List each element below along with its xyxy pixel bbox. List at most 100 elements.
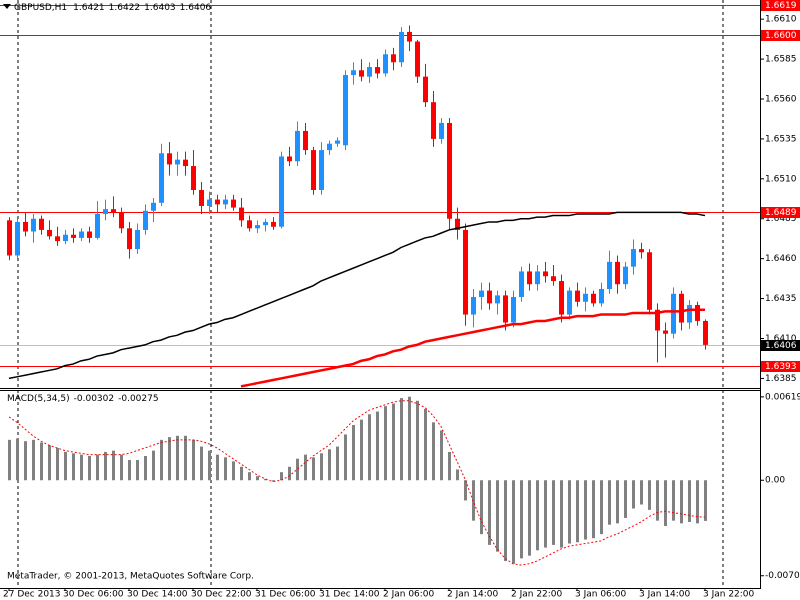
macd-bar xyxy=(680,480,683,524)
macd-bar xyxy=(520,480,523,559)
candle-body xyxy=(335,140,340,144)
candle-body xyxy=(231,199,236,208)
candle-body xyxy=(479,290,484,297)
candle-body xyxy=(351,70,356,76)
candle-body xyxy=(311,150,316,191)
y-tick-label: 1.6485 xyxy=(765,214,797,224)
symbol: GBPUSD,H1 xyxy=(14,3,67,13)
macd-bar xyxy=(344,434,347,481)
macd-bar xyxy=(64,451,67,481)
macd-bar xyxy=(136,460,139,481)
macd-bar xyxy=(80,454,83,481)
candle-body xyxy=(23,221,28,232)
candle-body xyxy=(671,293,676,334)
macd-bar xyxy=(664,480,667,527)
moving-average xyxy=(240,308,705,388)
candle-body xyxy=(167,153,172,165)
menu-icon xyxy=(3,4,11,9)
high: 1.6422 xyxy=(109,3,141,13)
current-price-box xyxy=(761,340,800,351)
macd-bar xyxy=(16,438,19,481)
x-tick-label: 31 Dec 06:00 xyxy=(255,590,316,600)
candle-body xyxy=(183,159,188,167)
candle-body xyxy=(127,228,132,250)
candle-body xyxy=(303,130,308,151)
macd-bar xyxy=(216,454,219,481)
macd-bar xyxy=(264,478,267,481)
footer: MetaTrader, © 2001-2013, MetaQuotes Soft… xyxy=(7,572,254,582)
macd-bar xyxy=(696,480,699,524)
level-label: 1.6489 xyxy=(765,208,797,218)
macd-bar xyxy=(424,408,427,481)
candle-body xyxy=(175,159,180,165)
candle-body xyxy=(503,295,508,323)
candle-body xyxy=(215,199,220,205)
candle-body xyxy=(287,156,292,162)
candle-body xyxy=(55,236,60,242)
candle-body xyxy=(71,234,76,238)
low: 1.6403 xyxy=(144,3,176,13)
close: 1.6406 xyxy=(180,3,212,13)
plot-area xyxy=(0,5,760,566)
level-label-box xyxy=(761,30,800,41)
x-tick-label: 3 Jan 14:00 xyxy=(639,590,691,600)
macd-bar xyxy=(104,451,107,481)
macd-bar xyxy=(568,480,571,544)
y-tick-label: 1.6535 xyxy=(765,134,797,144)
candle-body xyxy=(535,271,540,285)
candle-body xyxy=(407,31,412,42)
candle-body xyxy=(191,166,196,191)
x-tick-label: 30 Dec 14:00 xyxy=(127,590,188,600)
level-label: 1.6393 xyxy=(765,362,797,372)
candle-body xyxy=(39,218,44,230)
macd-bar xyxy=(544,480,547,548)
macd-bar xyxy=(552,480,555,545)
candle-body xyxy=(239,207,244,221)
candle-body xyxy=(151,202,156,211)
candle-body xyxy=(375,67,380,74)
candle-body xyxy=(471,296,476,315)
candle-body xyxy=(703,320,708,345)
macd-bar xyxy=(184,435,187,481)
candle-body xyxy=(455,218,460,230)
macd-bar xyxy=(152,450,155,481)
macd-bar xyxy=(232,461,235,481)
macd-bar xyxy=(624,480,627,518)
macd-bar xyxy=(632,480,635,509)
macd-bar xyxy=(224,457,227,481)
candle-body xyxy=(447,122,452,219)
candle-body xyxy=(63,234,68,242)
candle-body xyxy=(367,67,372,77)
macd-bar xyxy=(416,400,419,481)
macd-bar xyxy=(360,419,363,481)
candle-body xyxy=(95,213,100,238)
candle-body xyxy=(551,276,556,282)
macd-bar xyxy=(648,480,651,510)
x-tick-label: 3 Jan 22:00 xyxy=(703,590,755,600)
signal-line xyxy=(8,400,706,566)
macd-value: -0.00302 xyxy=(74,394,114,404)
header: GBPUSD,H1 1.6421 1.6422 1.6403 1.6406 xyxy=(14,3,211,13)
macd-bar xyxy=(128,460,131,481)
macd-bar xyxy=(208,450,211,481)
macd-bar xyxy=(496,480,499,552)
macd-bar xyxy=(440,430,443,481)
open: 1.6421 xyxy=(73,3,105,13)
candle-body xyxy=(223,199,228,205)
macd-bar xyxy=(200,446,203,481)
candle-body xyxy=(31,218,36,232)
signal-value: -0.00275 xyxy=(118,394,158,404)
candle-body xyxy=(543,271,548,277)
macd-bar xyxy=(32,439,35,481)
candle-body xyxy=(327,143,332,151)
candle-body xyxy=(687,304,692,323)
candle-body xyxy=(615,261,620,285)
macd-bar xyxy=(288,466,291,481)
candle-body xyxy=(567,290,572,315)
candle-body xyxy=(591,293,596,304)
macd-bar xyxy=(504,480,507,562)
macd-bar xyxy=(328,449,331,481)
candle-body xyxy=(103,209,108,214)
macd-bar xyxy=(368,414,371,481)
